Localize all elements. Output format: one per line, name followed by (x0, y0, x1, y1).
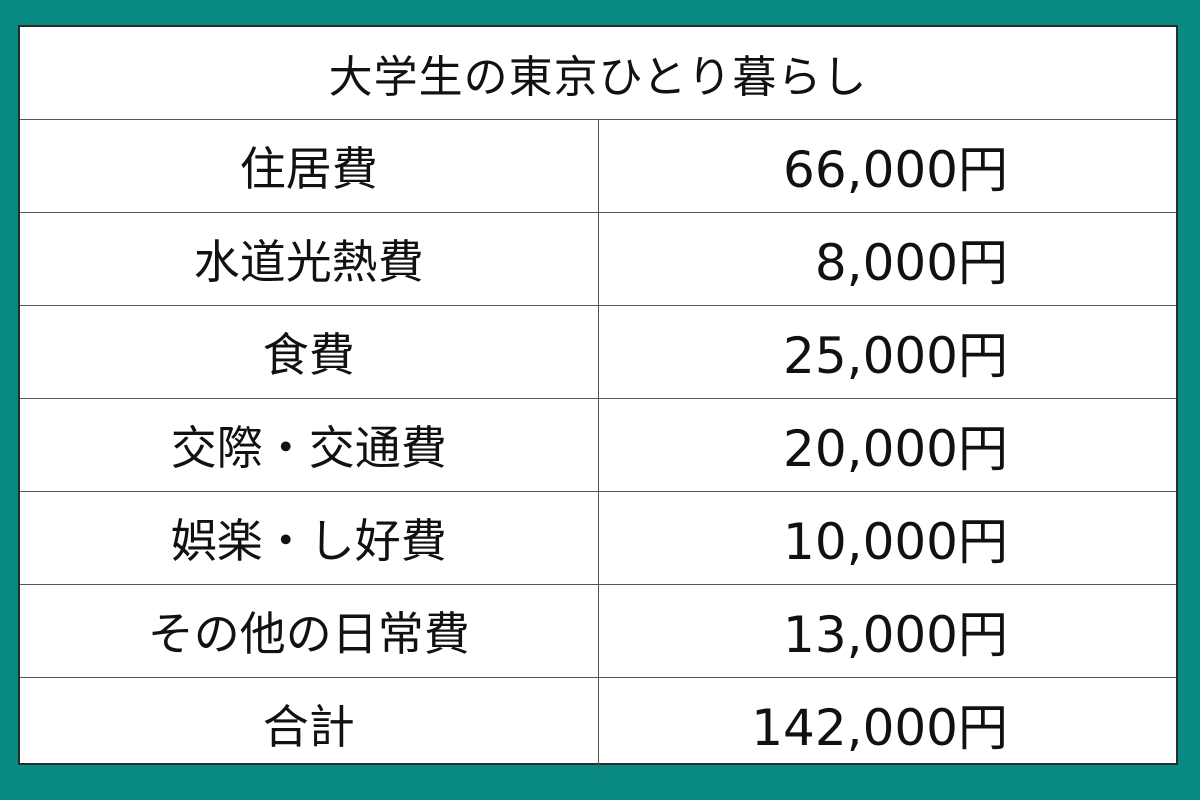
row-label-food: 食費 (20, 305, 599, 399)
row-amount-other-daily: 13,000円 (597, 584, 1176, 678)
budget-table-frame: 大学生の東京ひとり暮らし 住居費 66,000円 水道光熱費 8,000円 食費… (18, 25, 1178, 770)
row-amount-food: 25,000円 (597, 305, 1176, 399)
row-label-utilities: 水道光熱費 (20, 212, 599, 306)
row-amount-total: 142,000円 (597, 677, 1176, 770)
row-label-other-daily: その他の日常費 (20, 584, 599, 678)
title-row: 大学生の東京ひとり暮らし (20, 27, 1176, 120)
budget-table: 大学生の東京ひとり暮らし 住居費 66,000円 水道光熱費 8,000円 食費… (20, 27, 1176, 770)
row-label-total: 合計 (20, 677, 599, 770)
table-row: 水道光熱費 8,000円 (20, 212, 1176, 306)
row-label-entertainment: 娯楽・し好費 (20, 491, 599, 585)
row-label-housing: 住居費 (20, 119, 599, 213)
row-amount-social-transport: 20,000円 (597, 398, 1176, 492)
row-amount-utilities: 8,000円 (597, 212, 1176, 306)
table-row: その他の日常費 13,000円 (20, 584, 1176, 678)
row-amount-housing: 66,000円 (597, 119, 1176, 213)
table-row: 交際・交通費 20,000円 (20, 398, 1176, 492)
table-row: 食費 25,000円 (20, 305, 1176, 399)
table-title: 大学生の東京ひとり暮らし (20, 27, 1176, 120)
table-row: 住居費 66,000円 (20, 119, 1176, 213)
total-row: 合計 142,000円 (20, 677, 1176, 770)
table-row: 娯楽・し好費 10,000円 (20, 491, 1176, 585)
row-amount-entertainment: 10,000円 (597, 491, 1176, 585)
row-label-social-transport: 交際・交通費 (20, 398, 599, 492)
